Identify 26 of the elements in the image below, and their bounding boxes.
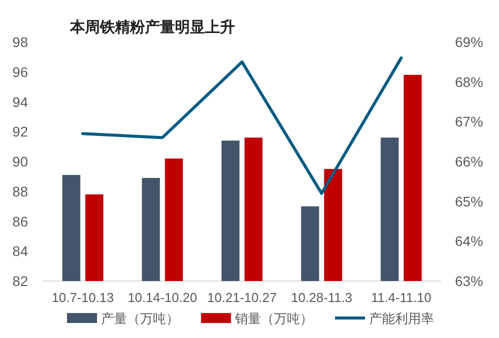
y-tick-label: 92	[12, 124, 28, 140]
legend-label: 销量（万吨）	[234, 311, 313, 326]
y2-tick-label: 63%	[455, 273, 484, 289]
y-tick-label: 90	[12, 154, 28, 170]
line-series	[81, 56, 403, 195]
legend-label: 产能利用率	[369, 311, 434, 326]
x-tick-label: 11.4-11.10	[371, 290, 432, 305]
y-tick-label: 94	[12, 94, 28, 110]
y-tick-label: 98	[12, 34, 28, 50]
y-tick-label: 82	[12, 273, 28, 289]
y-tick-label: 86	[12, 213, 28, 230]
y-tick-label: 84	[12, 243, 28, 260]
x-tick-label: 10.7-10.13	[52, 290, 114, 305]
y-tick-label: 96	[12, 64, 28, 80]
y2-tick-label: 64%	[455, 233, 484, 250]
x-tick-label: 10.21-10.27	[207, 290, 277, 305]
x-tick-label: 10.14-10.20	[128, 290, 198, 305]
y2-tick-label: 65%	[455, 193, 484, 210]
y2-tick-label: 68%	[455, 74, 484, 90]
y2-tick-label: 69%	[455, 34, 484, 50]
chart-title: 本周铁精粉产量明显上升	[69, 19, 235, 36]
x-tick-label: 10.28-11.3	[291, 290, 352, 305]
y-tick-label: 88	[12, 183, 28, 200]
y2-tick-label: 67%	[455, 114, 484, 130]
y2-tick-label: 66%	[455, 154, 484, 170]
legend-label: 产量（万吨）	[101, 311, 179, 326]
